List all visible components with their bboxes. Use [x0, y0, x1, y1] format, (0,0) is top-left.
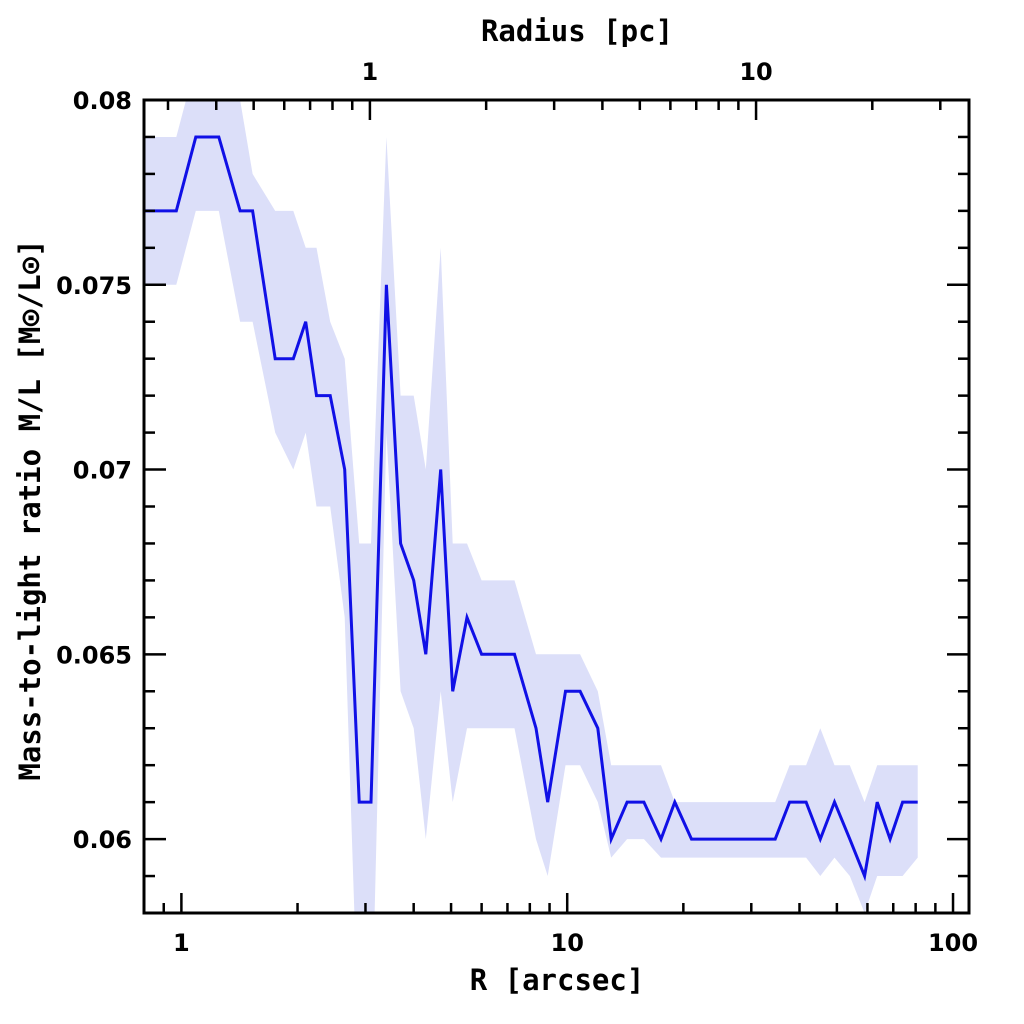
- x-axis-title: R [arcsec]: [470, 963, 645, 997]
- y-tick-label: 0.06: [73, 826, 132, 854]
- top-tick-label: 1: [362, 58, 379, 86]
- y-tick-label: 0.075: [56, 272, 132, 300]
- x-tick-label: 1: [173, 929, 190, 957]
- uncertainty-band: [144, 100, 918, 913]
- y-axis-title: Mass-to-light ratio M/L [M⊙/L⊙]: [13, 239, 47, 780]
- y-tick-label: 0.08: [73, 87, 132, 115]
- tick-labels: 1 10 100 1 10 0.06 0.065 0.07 0.075 0.08: [56, 58, 978, 957]
- plot-frame: [142, 98, 971, 915]
- ml-profile-line: [144, 135, 918, 882]
- y-tick-label: 0.065: [56, 641, 132, 669]
- top-axis-title: Radius [pc]: [481, 14, 673, 48]
- y-tick-label: 0.07: [73, 457, 132, 485]
- x-tick-label: 100: [928, 929, 978, 957]
- plot-area: [144, 100, 918, 913]
- axis-ticks: [142, 98, 969, 915]
- x-tick-label: 10: [551, 929, 584, 957]
- top-tick-label: 10: [739, 58, 772, 86]
